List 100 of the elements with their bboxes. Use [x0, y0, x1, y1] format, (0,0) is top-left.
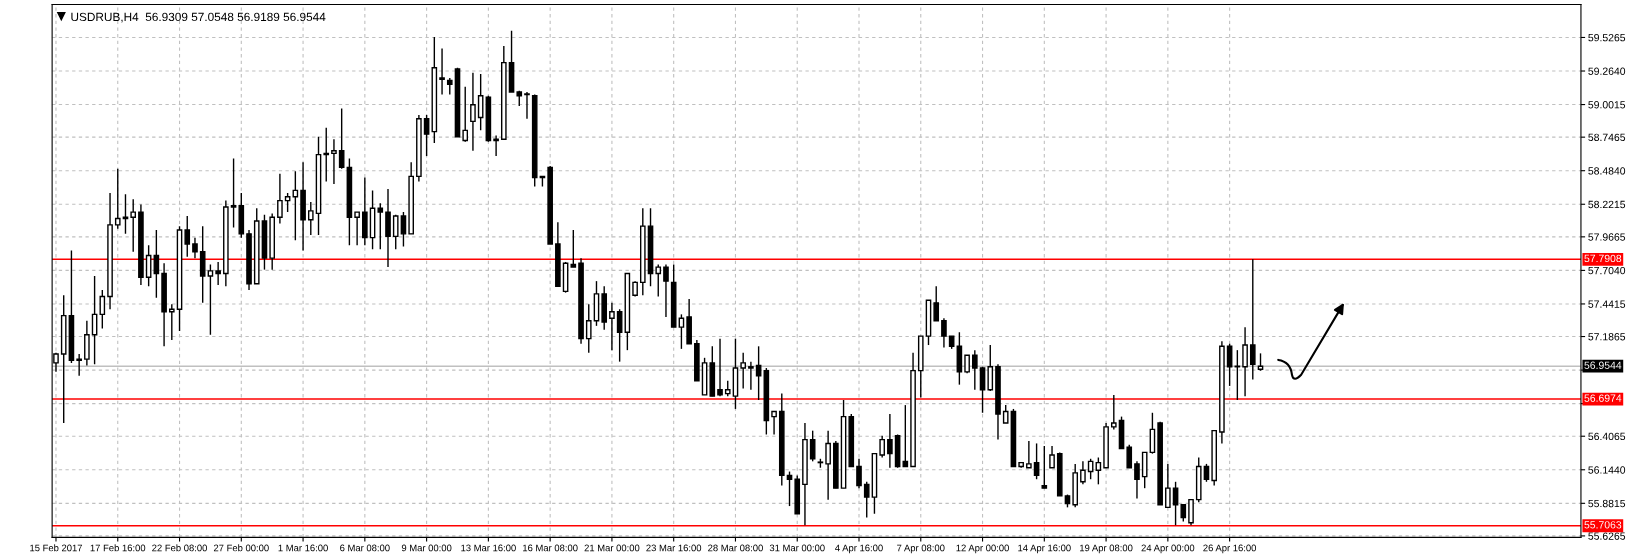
candlestick — [979, 366, 986, 414]
candlestick — [1165, 463, 1171, 509]
candlestick — [1126, 444, 1133, 469]
candlestick — [1033, 442, 1040, 480]
candlestick — [655, 263, 662, 298]
candlestick — [470, 72, 476, 152]
text: USDRUB,H4 56.9309 57.0548 56.9189 56.9544 — [71, 12, 326, 23]
x-tick-label: 15 Feb 2017 — [30, 544, 83, 552]
candlestick — [423, 114, 430, 157]
y-tick-label: 57.9665 — [1588, 233, 1626, 241]
candlestick — [1172, 481, 1179, 526]
candlestick — [1049, 445, 1055, 469]
candlestick — [585, 303, 592, 354]
candlestick — [771, 410, 777, 436]
candlestick — [323, 127, 330, 183]
x-tick-label: 16 Mar 08:00 — [523, 544, 578, 552]
candlestick — [740, 352, 747, 390]
candlestick — [1095, 456, 1102, 486]
y-tick-label: 56.4065 — [1588, 432, 1626, 441]
ref-line-label: 55.7063 — [1584, 521, 1622, 529]
x-tick-label: 7 Apr 08:00 — [897, 544, 945, 554]
candlestick — [145, 244, 152, 287]
candlestick — [184, 215, 191, 258]
y-tick-label: 58.4840 — [1588, 167, 1626, 175]
candlestick — [748, 360, 754, 391]
x-tick-label: 17 Feb 16:00 — [90, 544, 146, 552]
ref-line-label: 56.9544 — [1584, 361, 1622, 369]
x-tick-label: 27 Feb 00:00 — [213, 544, 269, 552]
y-tick-label: 55.8815 — [1588, 499, 1626, 508]
y-tick-label: 57.1865 — [1588, 333, 1626, 341]
y-tick-label: 58.2215 — [1588, 200, 1626, 209]
y-tick-label: 57.7040 — [1588, 266, 1626, 275]
candlestick — [377, 202, 384, 250]
candlestick — [972, 349, 978, 391]
y-tick-label: 59.2640 — [1588, 67, 1626, 75]
candlestick — [99, 289, 106, 330]
x-tick-label: 13 Mar 16:00 — [461, 544, 516, 552]
candlestick — [1134, 460, 1140, 500]
candlestick — [825, 429, 831, 501]
x-tick-label: 1 Mar 16:00 — [278, 544, 328, 552]
ref-line-label: 56.6974 — [1584, 394, 1622, 402]
candlestick — [130, 198, 137, 253]
candlestick — [887, 413, 893, 469]
candlestick — [1026, 440, 1032, 469]
ref-line-label: 57.7908 — [1584, 254, 1622, 263]
y-tick-label: 56.1440 — [1588, 466, 1626, 474]
candlestick — [354, 211, 360, 247]
y-tick-label: 59.0015 — [1588, 101, 1626, 109]
x-tick-label: 28 Mar 08:00 — [708, 544, 763, 552]
candlestick — [207, 263, 214, 336]
candlestick — [1188, 498, 1194, 526]
candlestick — [230, 157, 237, 229]
candlestick — [1080, 460, 1086, 486]
candlestick — [609, 302, 615, 351]
candlestick — [493, 134, 499, 157]
candlestick — [941, 317, 947, 349]
candlestick — [1110, 394, 1117, 431]
y-tick-label: 58.7465 — [1588, 133, 1626, 142]
candlestick — [114, 167, 121, 230]
candlestick — [678, 313, 685, 350]
candlestick — [400, 211, 407, 248]
y-tick-label: 55.6265 — [1588, 532, 1626, 540]
x-tick-label: 19 Apr 08:00 — [1080, 544, 1133, 554]
x-tick-label: 14 Apr 16:00 — [1018, 544, 1071, 554]
candlestick — [879, 435, 885, 459]
candlestick — [277, 173, 283, 225]
x-tick-label: 22 Feb 08:00 — [152, 544, 207, 552]
candlestick — [1242, 326, 1248, 397]
candlestick — [863, 481, 870, 519]
x-tick-label: 23 Mar 16:00 — [646, 544, 702, 552]
candlestick — [392, 213, 399, 250]
candlestick — [987, 344, 994, 392]
candlestick — [338, 107, 345, 170]
candlestick — [1249, 258, 1256, 381]
candlestick — [616, 308, 623, 363]
x-tick-label: 26 Apr 16:00 — [1203, 544, 1257, 554]
candlestick — [570, 229, 577, 268]
candlestick — [76, 353, 82, 377]
x-tick-label: 21 Mar 00:00 — [584, 544, 640, 552]
candlestick — [462, 86, 469, 143]
candlestick — [439, 47, 445, 96]
y-tick-label: 59.5265 — [1588, 33, 1626, 42]
x-tick-label: 31 Mar 00:00 — [769, 544, 825, 552]
x-tick-label: 12 Apr 00:00 — [956, 544, 1009, 554]
x-tick-label: 9 Mar 00:00 — [401, 544, 452, 552]
candlestick — [1041, 445, 1048, 489]
candlestick — [717, 337, 723, 397]
x-tick-label: 6 Mar 08:00 — [340, 544, 390, 552]
candlestick — [524, 91, 530, 120]
candlestick — [331, 138, 337, 185]
candlestick — [663, 263, 669, 318]
x-tick-label: 24 Apr 00:00 — [1141, 544, 1195, 554]
candlestick — [215, 261, 221, 286]
candlestick — [168, 303, 175, 341]
candlestick — [192, 236, 198, 259]
y-tick-label: 57.4415 — [1588, 300, 1626, 308]
candlestick — [307, 201, 314, 236]
candlestick — [933, 285, 940, 322]
x-tick-label: 4 Apr 16:00 — [835, 544, 883, 554]
candlestick — [856, 458, 862, 489]
